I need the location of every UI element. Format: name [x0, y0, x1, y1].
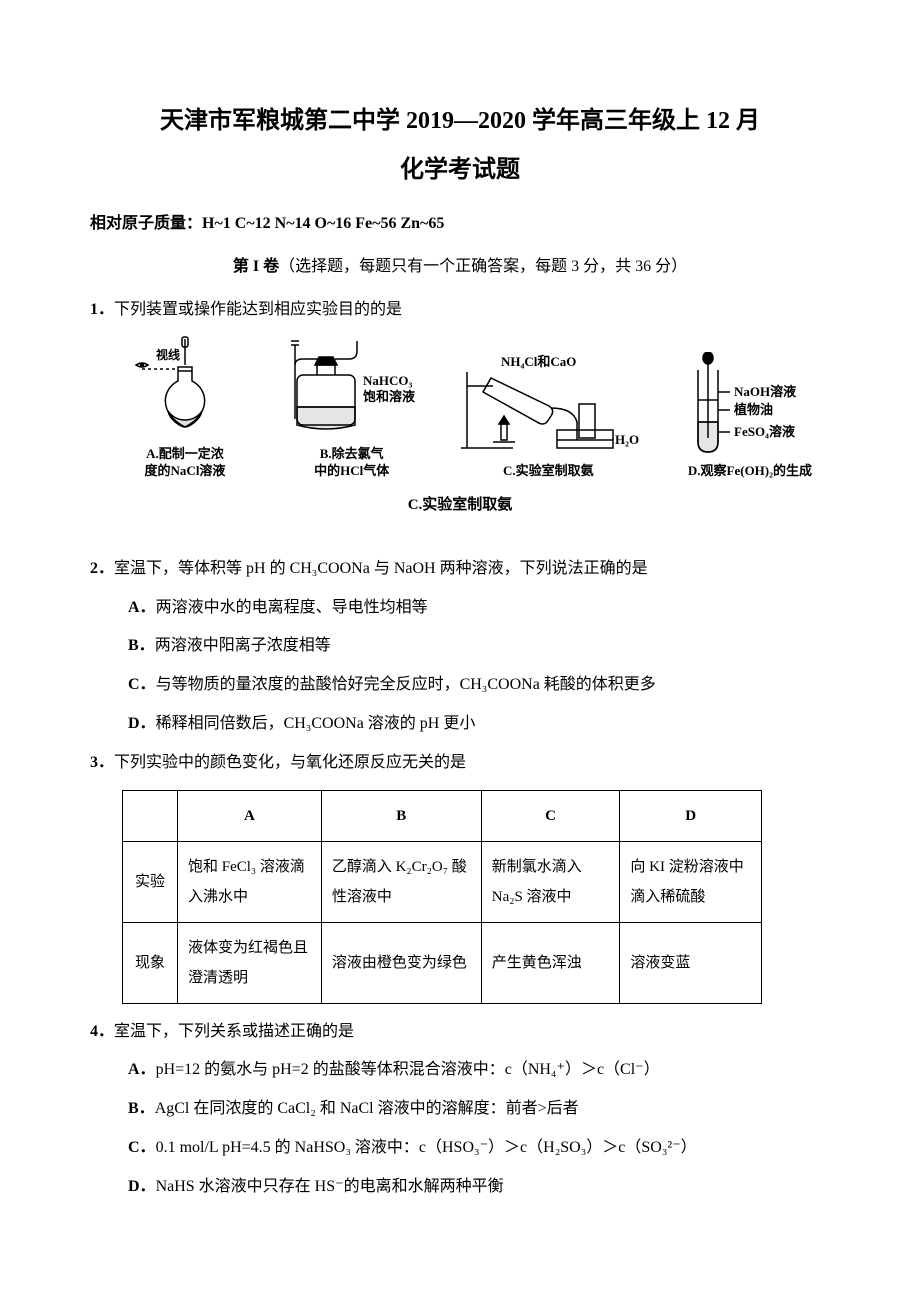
section-header: 第 I 卷（选择题，每题只有一个正确答案，每题 3 分，共 36 分）	[90, 253, 830, 282]
q2-opt-a-text: 两溶液中水的电离程度、导电性均相等	[156, 599, 428, 616]
q2-num: 2．	[90, 560, 114, 577]
question-4: 4．室温下，下列关系或描述正确的是	[90, 1018, 830, 1047]
q2-opt-d-text: 稀释相同倍数后，CH₃COONa 溶液的 pH 更小	[156, 715, 476, 732]
figB-annot1: NaHCO₃	[363, 373, 413, 388]
q4-options: A．pH=12 的氨水与 pH=2 的盐酸等体积混合溶液中：c（NH₄⁺）＞c（…	[128, 1056, 830, 1201]
q4-opt-b-text: AgCl 在同浓度的 CaCl₂ 和 NaCl 溶液中的溶解度：前者>后者	[155, 1100, 579, 1117]
title-line-1: 天津市军粮城第二中学 2019—2020 学年高三年级上 12 月	[90, 100, 830, 143]
q3-phen-row: 现象 液体变为红褐色且澄清透明 溶液由橙色变为绿色 产生黄色浑浊 溶液变蓝	[123, 922, 762, 1003]
q4-opt-c-text: 0.1 mol/L pH=4.5 的 NaHSO₃ 溶液中：c（HSO₃⁻）＞c…	[156, 1139, 697, 1156]
atomic-mass: 相对原子质量：H~1 C~12 N~14 O~16 Fe~56 Zn~65	[90, 210, 830, 239]
figA-caption-1: A.配制一定浓	[120, 445, 250, 463]
title-line-2: 化学考试题	[90, 149, 830, 192]
q3-exp-B: 乙醇滴入 K₂Cr₂O₇ 酸性溶液中	[321, 841, 481, 922]
section-desc: （选择题，每题只有一个正确答案，每题 3 分，共 36 分）	[279, 258, 687, 275]
q3-phen-A: 液体变为红褐色且澄清透明	[178, 922, 322, 1003]
q2-opt-a: A．两溶液中水的电离程度、导电性均相等	[128, 594, 830, 623]
q2-options: A．两溶液中水的电离程度、导电性均相等 B．两溶液中阳离子浓度相等 C．与等物质…	[128, 594, 830, 739]
q1-fig-d: NaOH溶液 植物油 FeSO₄溶液 D.观察Fe(OH)₂的生成	[670, 352, 830, 480]
q2-opt-c-text: 与等物质的量浓度的盐酸恰好完全反应时，CH₃COONa 耗酸的体积更多	[156, 676, 656, 693]
question-2: 2．室温下，等体积等 pH 的 CH₃COONa 与 NaOH 两种溶液，下列说…	[90, 555, 830, 584]
q2-opt-b-text: 两溶液中阳离子浓度相等	[155, 637, 331, 654]
q3-exp-A: 饱和 FeCl₃ 溶液滴入沸水中	[178, 841, 322, 922]
q2-stem: 室温下，等体积等 pH 的 CH₃COONa 与 NaOH 两种溶液，下列说法正…	[114, 560, 648, 577]
q3-hA: A	[178, 790, 322, 841]
q4-num: 4．	[90, 1023, 114, 1040]
q1-figures: 视线 A.配制一定浓 度的NaCl溶液 NaHCO₃ 饱和溶液	[120, 335, 830, 480]
q3-stem: 下列实验中的颜色变化，与氧化还原反应无关的是	[114, 754, 466, 771]
q4-opt-b: B．AgCl 在同浓度的 CaCl₂ 和 NaCl 溶液中的溶解度：前者>后者	[128, 1095, 830, 1124]
q3-exp-label: 实验	[123, 841, 178, 922]
q4-stem: 室温下，下列关系或描述正确的是	[114, 1023, 354, 1040]
q4-opt-d: D．NaHS 水溶液中只存在 HS⁻的电离和水解两种平衡	[128, 1173, 830, 1202]
figD-annot2: 植物油	[733, 402, 773, 417]
q1-num: 1．	[90, 301, 114, 318]
q4-opt-d-text: NaHS 水溶液中只存在 HS⁻的电离和水解两种平衡	[156, 1178, 504, 1195]
figC-caption-1: C.实验室制取氨	[453, 462, 643, 480]
q1-stem: 下列装置或操作能达到相应实验目的的是	[114, 301, 402, 318]
figB-caption-1: B.除去氯气	[277, 445, 427, 463]
q3-exp-D: 向 KI 淀粉溶液中滴入稀硫酸	[620, 841, 762, 922]
q3-exp-C: 新制氯水滴入 Na₂S 溶液中	[481, 841, 620, 922]
q4-opt-a: A．pH=12 的氨水与 pH=2 的盐酸等体积混合溶液中：c（NH₄⁺）＞c（…	[128, 1056, 830, 1085]
figA-annot: 视线	[156, 347, 180, 362]
q3-table: A B C D 实验 饱和 FeCl₃ 溶液滴入沸水中 乙醇滴入 K₂Cr₂O₇…	[122, 790, 762, 1004]
section-label: 第 I 卷	[233, 258, 279, 275]
q3-hB: B	[321, 790, 481, 841]
question-3: 3．下列实验中的颜色变化，与氧化还原反应无关的是	[90, 749, 830, 778]
q4-opt-c: C．0.1 mol/L pH=4.5 的 NaHSO₃ 溶液中：c（HSO₃⁻）…	[128, 1134, 830, 1163]
q2-opt-c: C．与等物质的量浓度的盐酸恰好完全反应时，CH₃COONa 耗酸的体积更多	[128, 671, 830, 700]
q2-opt-b: B．两溶液中阳离子浓度相等	[128, 632, 830, 661]
q4-opt-a-text: pH=12 的氨水与 pH=2 的盐酸等体积混合溶液中：c（NH₄⁺）＞c（Cl…	[156, 1061, 660, 1078]
question-1: 1．下列装置或操作能达到相应实验目的的是	[90, 296, 830, 325]
figD-caption-1: D.观察Fe(OH)₂的生成	[670, 462, 830, 480]
q3-h0	[123, 790, 178, 841]
q3-hC: C	[481, 790, 620, 841]
q3-phen-B: 溶液由橙色变为绿色	[321, 922, 481, 1003]
q1-fig-b: NaHCO₃ 饱和溶液 B.除去氯气 中的HCl气体	[277, 335, 427, 480]
figC-annot2: H₂O	[615, 432, 639, 447]
figC-annot1: NH₄Cl和CaO	[501, 354, 576, 369]
figD-annot1: NaOH溶液	[734, 384, 796, 399]
q1-fig-c: NH₄Cl和CaO H₂O C.实验室制取氨	[453, 352, 643, 480]
figD-annot3: FeSO₄溶液	[734, 424, 795, 439]
q3-phen-C: 产生黄色浑浊	[481, 922, 620, 1003]
q2-opt-d: D．稀释相同倍数后，CH₃COONa 溶液的 pH 更小	[128, 710, 830, 739]
figB-annot2: 饱和溶液	[362, 389, 415, 404]
q3-phen-D: 溶液变蓝	[620, 922, 762, 1003]
q3-num: 3．	[90, 754, 114, 771]
figA-caption-2: 度的NaCl溶液	[120, 462, 250, 480]
figB-caption-2: 中的HCl气体	[277, 462, 427, 480]
q1-fig-a: 视线 A.配制一定浓 度的NaCl溶液	[120, 335, 250, 480]
q3-phen-label: 现象	[123, 922, 178, 1003]
q3-exp-row: 实验 饱和 FeCl₃ 溶液滴入沸水中 乙醇滴入 K₂Cr₂O₇ 酸性溶液中 新…	[123, 841, 762, 922]
q1-caption-c: C.实验室制取氨	[90, 492, 830, 519]
q3-header-row: A B C D	[123, 790, 762, 841]
q3-hD: D	[620, 790, 762, 841]
